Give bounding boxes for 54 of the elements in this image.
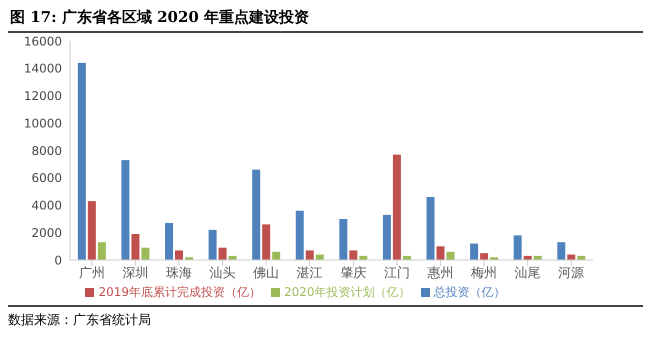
bar [557, 242, 566, 260]
x-tick-label: 惠州 [426, 266, 454, 282]
bar [470, 244, 478, 260]
x-tick-label: 肇庆 [340, 266, 366, 282]
x-tick-label: 汕尾 [514, 266, 541, 282]
y-tick-label: 0 [54, 253, 62, 268]
bar [131, 234, 140, 260]
y-tick-label: 10000 [24, 116, 62, 130]
bar [121, 160, 130, 260]
bar [78, 62, 86, 260]
bar [306, 250, 314, 260]
y-tick-label: 14000 [24, 62, 62, 76]
bar [98, 242, 106, 260]
bar [392, 154, 401, 260]
bar [567, 254, 576, 260]
bar [165, 223, 174, 260]
bar [382, 214, 391, 260]
x-tick-label: 广州 [78, 266, 105, 282]
x-tick-label: 河源 [558, 266, 584, 282]
legend-label: 2019年底累计完成投资（亿） [98, 285, 261, 299]
y-tick-label: 8000 [31, 144, 62, 158]
y-tick-label: 4000 [31, 198, 62, 213]
bar [208, 230, 217, 260]
bar [252, 170, 260, 260]
legend-label: 2020年投资计划（亿） [284, 285, 411, 299]
x-tick-label: 深圳 [122, 266, 148, 282]
x-tick-label: 珠海 [166, 266, 192, 282]
x-tick-label: 汕头 [210, 266, 236, 282]
bar [262, 224, 270, 260]
y-tick-label: 12000 [24, 89, 62, 104]
chart-title: 图 17: 广东省各区域 2020 年重点建设投资 [8, 8, 643, 33]
y-tick-label: 6000 [31, 171, 62, 186]
bar [272, 252, 280, 260]
bar [349, 250, 358, 260]
x-tick-label: 湛江 [296, 266, 323, 282]
x-tick-label: 江门 [384, 265, 410, 282]
bar [218, 248, 227, 260]
x-tick-label: 佛山 [253, 266, 280, 282]
bar [175, 250, 184, 260]
bar [88, 201, 96, 260]
bar [446, 252, 455, 260]
bar [339, 218, 348, 260]
bar [514, 235, 522, 260]
y-tick-label: 2000 [31, 226, 62, 240]
bar [480, 253, 488, 260]
bar [141, 248, 150, 260]
legend-label: 总投资（亿） [434, 285, 506, 299]
y-tick-label: 16000 [24, 34, 62, 48]
bar [296, 210, 304, 260]
bar [316, 254, 324, 260]
x-tick-label: 梅州 [470, 266, 498, 282]
bar [436, 246, 445, 260]
bar [426, 197, 435, 260]
source-note: 数据来源：广东省统计局 [8, 305, 643, 329]
